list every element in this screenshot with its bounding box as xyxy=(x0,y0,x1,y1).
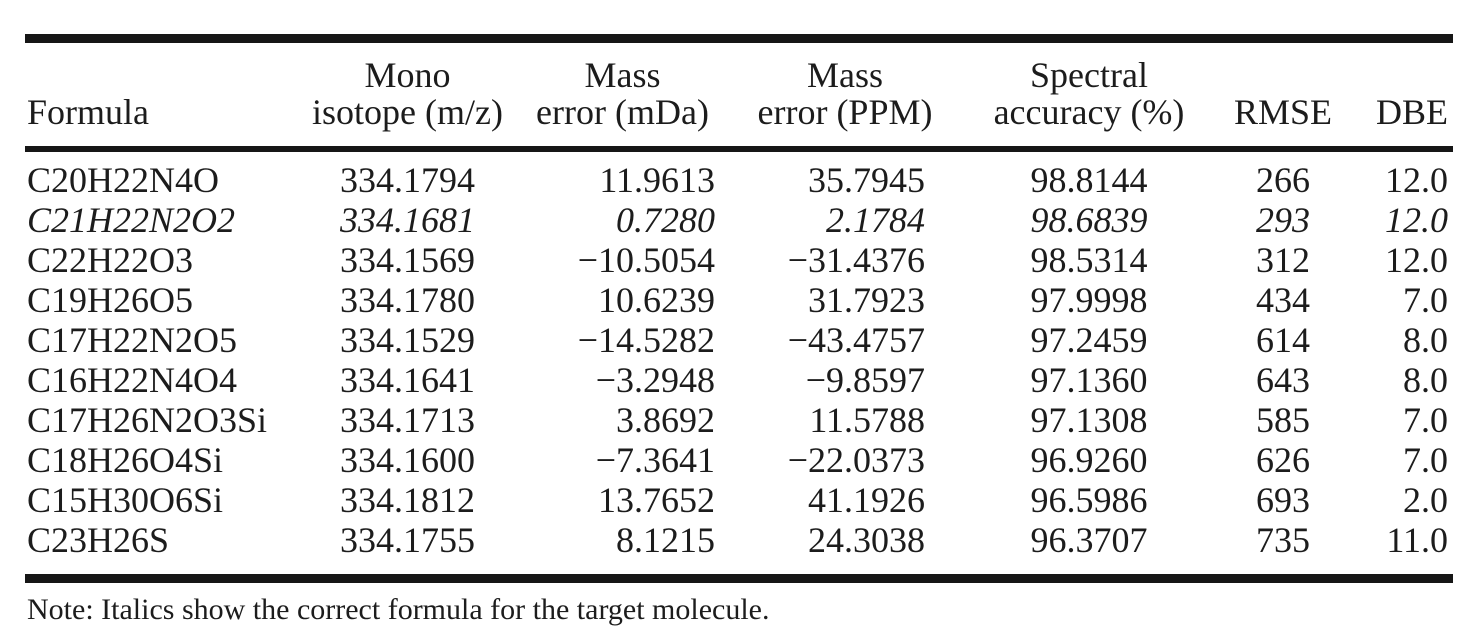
column-header-formula: Formula xyxy=(27,92,149,132)
table-cell: 8.0 xyxy=(1403,320,1448,360)
table-cell: C21H22N2O2 xyxy=(27,200,236,240)
table-cell: 7.0 xyxy=(1403,280,1448,320)
table-cell: 7.0 xyxy=(1403,440,1448,480)
table-row: C22H22O3 334.1569 −10.5054 −31.4376 98.5314 3… xyxy=(25,240,1453,280)
table-cell: 334.1681 xyxy=(340,200,475,240)
table-cell: 96.9260 xyxy=(1030,440,1148,480)
table-cell: 11.5788 xyxy=(809,400,925,440)
table-cell: 334.1713 xyxy=(340,400,475,440)
table-cell: −10.5054 xyxy=(577,240,715,280)
table-cell: −31.4376 xyxy=(787,240,925,280)
table-cell: 334.1812 xyxy=(340,480,475,520)
table-cell: 96.5986 xyxy=(1030,480,1148,520)
column-header-mass-error-mda: Mass error (mDa) xyxy=(536,55,709,132)
table-cell: 97.1360 xyxy=(1030,360,1148,400)
table-cell: 97.1308 xyxy=(1030,400,1148,440)
table-cell: 31.7923 xyxy=(808,280,925,320)
table-cell: 12.0 xyxy=(1385,200,1448,240)
results-table: Formula Mono isotope (m/z) Mass error (m… xyxy=(25,34,1453,583)
table-cell: 10.6239 xyxy=(598,280,715,320)
table-cell: C23H26S xyxy=(27,520,170,560)
header-row: Formula Mono isotope (m/z) Mass error (m… xyxy=(25,39,1453,150)
table-cell: C18H26O4Si xyxy=(27,440,224,480)
table-note: Note: Italics show the correct formula f… xyxy=(27,593,770,626)
table-container: Formula Mono isotope (m/z) Mass error (m… xyxy=(25,34,1453,583)
column-header-dbe: DBE xyxy=(1376,92,1448,132)
table-cell: 334.1641 xyxy=(340,360,475,400)
table-header: Formula Mono isotope (m/z) Mass error (m… xyxy=(25,39,1453,150)
table-cell: 98.5314 xyxy=(1030,240,1148,280)
table-cell: 334.1780 xyxy=(340,280,475,320)
table-row: C21H22N2O2 334.1681 0.7280 2.1784 98.6839 293… xyxy=(25,200,1453,240)
table-cell: 12.0 xyxy=(1385,240,1448,280)
column-header-rmse: RMSE xyxy=(1233,92,1333,132)
table-cell: 334.1569 xyxy=(340,240,475,280)
table-cell: C22H22O3 xyxy=(27,240,194,280)
table-cell: 24.3038 xyxy=(808,520,925,560)
table-cell: −43.4757 xyxy=(787,320,925,360)
table-row: C20H22N4O 334.1794 11.9613 35.7945 98.8144 26… xyxy=(25,149,1453,200)
table-cell: 13.7652 xyxy=(598,480,715,520)
table-cell: 2.0 xyxy=(1403,480,1448,520)
table-cell: 3.8692 xyxy=(616,400,715,440)
table-cell: C16H22N4O4 xyxy=(27,360,238,400)
table-cell: 98.8144 xyxy=(1030,160,1148,200)
table-cell: −7.3641 xyxy=(595,440,715,480)
table-cell: 96.3707 xyxy=(1030,520,1148,560)
table-cell: 11.0 xyxy=(1386,520,1448,560)
table-cell: 693 xyxy=(1256,480,1310,520)
table-cell: −14.5282 xyxy=(577,320,715,360)
table-row: C23H26S 334.1755 8.1215 24.3038 96.3707 735 11… xyxy=(25,520,1453,579)
table-row: C16H22N4O4 334.1641 −3.2948 −9.8597 97.1360 6… xyxy=(25,360,1453,400)
column-header-mono-isotope: Mono isotope (m/z) xyxy=(312,55,503,132)
table-cell: C20H22N4O xyxy=(27,160,220,200)
table-cell: 334.1755 xyxy=(340,520,475,560)
table-cell: 585 xyxy=(1256,400,1310,440)
table-row: C17H22N2O5 334.1529 −14.5282 −43.4757 97.245… xyxy=(25,320,1453,360)
table-cell: −3.2948 xyxy=(595,360,715,400)
table-cell: 735 xyxy=(1256,520,1310,560)
table-cell: 12.0 xyxy=(1385,160,1448,200)
table-cell: −9.8597 xyxy=(805,360,925,400)
table-cell: 35.7945 xyxy=(808,160,925,200)
table-cell: 614 xyxy=(1256,320,1310,360)
table-row: C18H26O4Si 334.1600 −7.3641 −22.0373 96.9260… xyxy=(25,440,1453,480)
table-cell: 41.1926 xyxy=(808,480,925,520)
column-header-mass-error-ppm: Mass error (PPM) xyxy=(757,55,933,132)
column-header-spectral-accuracy: Spectral accuracy (%) xyxy=(993,55,1185,132)
table-body: C20H22N4O 334.1794 11.9613 35.7945 98.8144 26… xyxy=(25,149,1453,579)
table-cell: 11.9613 xyxy=(599,160,715,200)
table-cell: 2.1784 xyxy=(826,200,925,240)
table-row: C17H26N2O3Si 334.1713 3.8692 11.5788 97.1308… xyxy=(25,400,1453,440)
table-cell: 97.9998 xyxy=(1030,280,1148,320)
table-cell: 0.7280 xyxy=(616,200,715,240)
table-cell: 434 xyxy=(1256,280,1310,320)
table-cell: C17H26N2O3Si xyxy=(27,400,268,440)
table-row: C15H30O6Si 334.1812 13.7652 41.1926 96.5986 6… xyxy=(25,480,1453,520)
table-cell: C17H22N2O5 xyxy=(27,320,238,360)
table-cell: 293 xyxy=(1256,200,1310,240)
table-cell: C15H30O6Si xyxy=(27,480,224,520)
table-cell: 8.0 xyxy=(1403,360,1448,400)
table-row: C19H26O5 334.1780 10.6239 31.7923 97.9998 434… xyxy=(25,280,1453,320)
table-cell: 8.1215 xyxy=(616,520,715,560)
table-cell: 643 xyxy=(1256,360,1310,400)
table-cell: 97.2459 xyxy=(1030,320,1148,360)
table-cell: 312 xyxy=(1256,240,1310,280)
table-cell: 98.6839 xyxy=(1030,200,1148,240)
table-cell: 266 xyxy=(1256,160,1310,200)
table-cell: C19H26O5 xyxy=(27,280,194,320)
table-cell: 334.1600 xyxy=(340,440,475,480)
table-cell: 334.1794 xyxy=(340,160,475,200)
table-cell: 334.1529 xyxy=(340,320,475,360)
table-cell: −22.0373 xyxy=(787,440,925,480)
table-cell: 7.0 xyxy=(1403,400,1448,440)
table-cell: 626 xyxy=(1256,440,1310,480)
